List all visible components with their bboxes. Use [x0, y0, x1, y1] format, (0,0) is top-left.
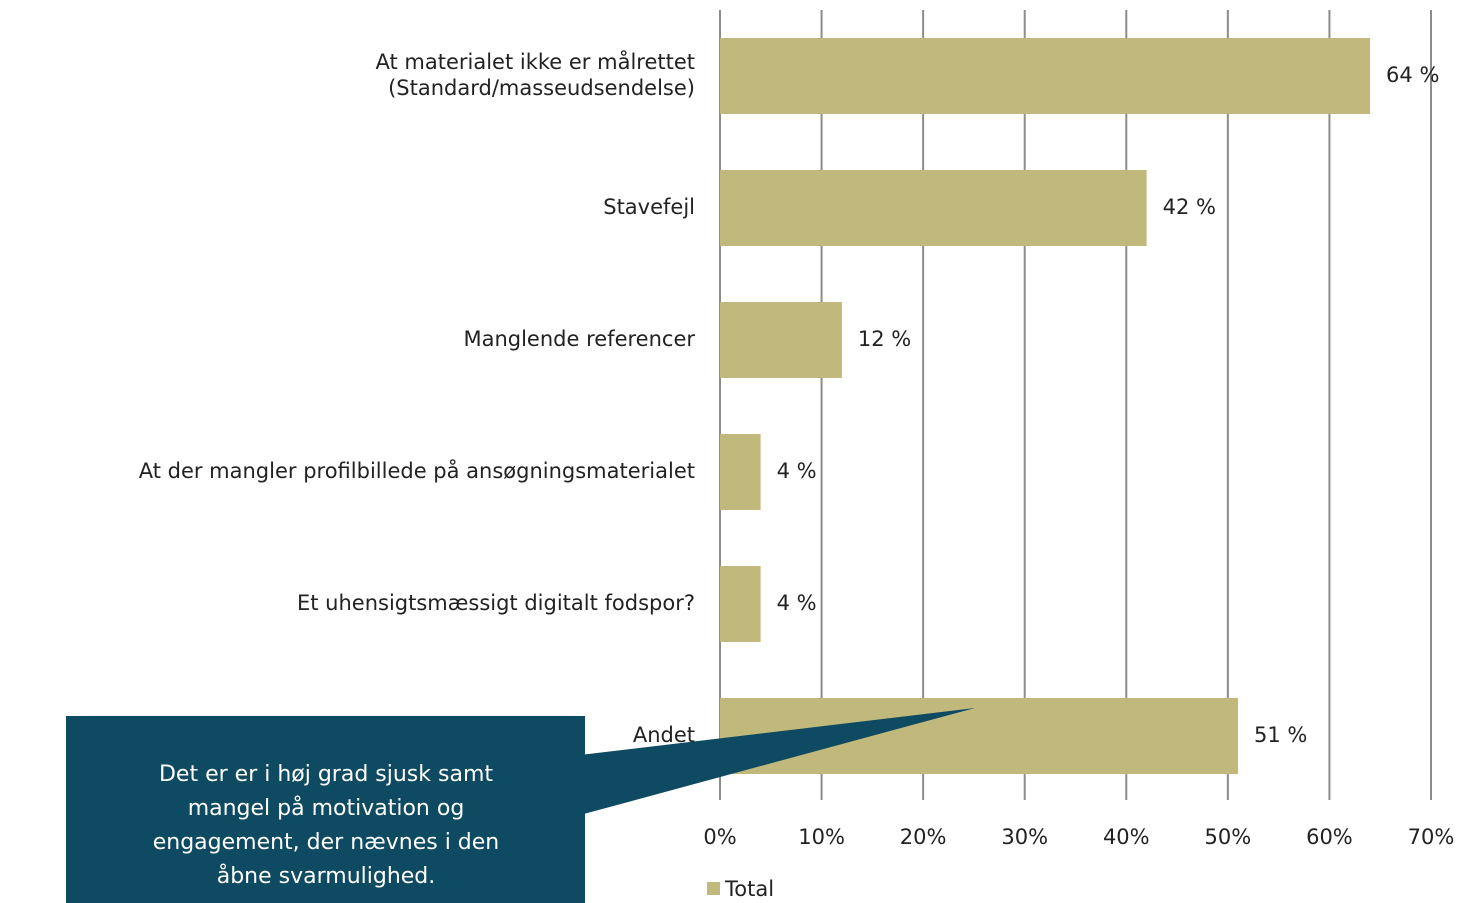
category-label: Stavefejl: [603, 195, 695, 219]
bar: [720, 434, 761, 510]
callout-text: åbne svarmulighed.: [217, 863, 436, 889]
x-tick-label: 0%: [703, 825, 736, 849]
callout-pointer: [580, 708, 975, 815]
value-label: 64 %: [1386, 63, 1439, 87]
category-label: Et uhensigtsmæssigt digitalt fodspor?: [297, 591, 695, 615]
value-label: 51 %: [1254, 723, 1307, 747]
bar: [720, 170, 1147, 246]
value-label: 12 %: [858, 327, 911, 351]
x-tick-label: 30%: [1001, 825, 1048, 849]
value-label: 42 %: [1163, 195, 1216, 219]
category-label: At materialet ikke er målrettet (Standard…: [376, 49, 696, 100]
callout-text: mangel på motivation og: [188, 795, 465, 821]
category-label: At der mangler profilbillede på ansøgnin…: [139, 458, 695, 483]
bar: [720, 38, 1371, 114]
callout-box: [66, 716, 585, 903]
x-tick-label: 50%: [1205, 825, 1252, 849]
x-tick-label: 20%: [900, 825, 947, 849]
bar: [720, 302, 842, 378]
callout-text: Det er er i høj grad sjusk samt: [159, 762, 493, 787]
x-tick-label: 60%: [1306, 825, 1353, 849]
x-tick-label: 10%: [798, 825, 845, 849]
legend-label: Total: [724, 877, 774, 901]
callout-text: engagement, der nævnes i den: [153, 830, 500, 855]
value-label: 4 %: [777, 459, 817, 483]
legend-swatch: [707, 882, 720, 895]
x-tick-label: 40%: [1103, 825, 1150, 849]
x-tick-label: 70%: [1408, 825, 1455, 849]
category-label: Manglende referencer: [463, 327, 695, 351]
bar: [720, 566, 761, 642]
value-label: 4 %: [777, 591, 817, 615]
